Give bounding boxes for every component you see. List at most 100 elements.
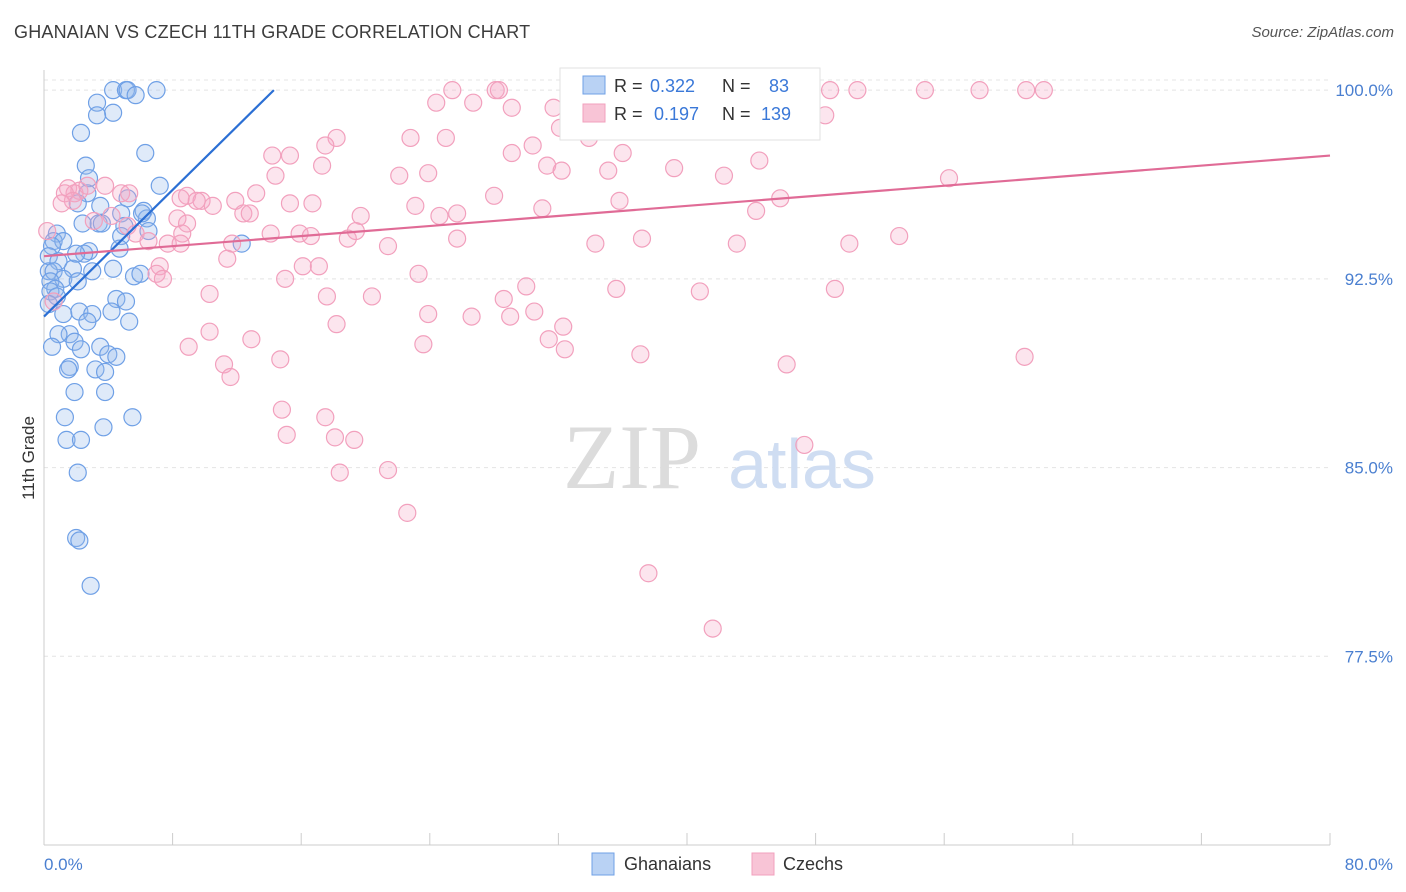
point-ghanaian (70, 531, 89, 550)
point-czech (464, 93, 483, 112)
point-czech (171, 234, 190, 253)
point-czech (489, 81, 509, 100)
point-ghanaian (120, 312, 139, 331)
point-ghanaian (95, 382, 115, 402)
point-czech (552, 161, 571, 180)
series-czechs (38, 81, 1053, 638)
point-ghanaian (126, 86, 145, 105)
point-czech (280, 146, 300, 165)
point-ghanaian (150, 176, 169, 195)
point-czech (414, 335, 433, 354)
point-czech (501, 307, 520, 326)
point-czech (84, 211, 103, 231)
point-czech (171, 189, 190, 208)
point-ghanaian (73, 214, 92, 233)
point-ghanaian (94, 418, 113, 437)
point-czech (613, 143, 632, 163)
bottom-legend-swatch-ghanaians (591, 852, 615, 876)
point-czech (820, 81, 840, 100)
series-ghanaians (39, 81, 251, 595)
point-ghanaian (104, 259, 123, 278)
point-ghanaian (132, 204, 152, 223)
point-czech (187, 191, 206, 210)
point-ghanaian (68, 272, 87, 291)
point-czech (139, 232, 158, 251)
point-czech (290, 224, 309, 243)
point-czech (309, 257, 328, 276)
point-czech (63, 191, 83, 210)
point-ghanaian (131, 264, 150, 283)
point-ghanaian (71, 123, 91, 143)
point-czech (539, 330, 558, 349)
point-czech (303, 194, 322, 213)
point-czech (538, 156, 557, 175)
watermark: ZIP atlas (563, 406, 876, 508)
point-czech (915, 81, 935, 100)
point-ghanaian (44, 262, 63, 281)
point-ghanaian (95, 362, 115, 382)
point-czech (970, 81, 989, 100)
y-tick-labels: 77.5% 85.0% 92.5% 100.0% (1335, 81, 1393, 666)
point-czech (703, 619, 722, 638)
point-czech (554, 317, 573, 336)
point-czech (179, 337, 198, 356)
point-ghanaian (87, 93, 107, 112)
point-czech (610, 191, 629, 210)
trendlines (43, 89, 1331, 318)
watermark-zip: ZIP (563, 406, 701, 508)
point-czech (631, 345, 650, 364)
y-tick-label: 100.0% (1335, 81, 1393, 100)
legend-swatch-ghanaians (582, 75, 606, 95)
point-ghanaian (147, 81, 166, 100)
point-czech (390, 166, 409, 185)
point-czech (750, 151, 769, 170)
point-czech (406, 196, 425, 215)
point-czech (419, 304, 438, 324)
point-czech (1015, 347, 1034, 366)
bottom-legend-czechs: Czechs (783, 854, 843, 874)
point-czech (939, 169, 959, 188)
legend-n-label-2: N = (722, 104, 751, 124)
point-czech (277, 425, 296, 444)
point-czech (409, 264, 428, 283)
point-czech (840, 234, 859, 253)
point-czech (890, 226, 909, 246)
trendline-czechs (43, 154, 1331, 258)
point-czech (517, 277, 536, 296)
point-czech (502, 98, 521, 117)
point-ghanaian (79, 169, 99, 188)
legend-n-value-2: 139 (761, 104, 791, 124)
series-legend: Ghanaians Czechs (591, 852, 843, 876)
point-ghanaian (42, 337, 62, 356)
point-czech (345, 430, 364, 449)
point-czech (777, 355, 796, 374)
point-czech (639, 564, 658, 583)
point-ghanaian (67, 528, 86, 548)
point-czech (200, 284, 219, 304)
point-czech (351, 206, 370, 226)
point-czech (276, 269, 295, 288)
point-czech (120, 184, 139, 203)
point-czech (436, 128, 455, 148)
point-czech (462, 307, 481, 326)
legend-n-label-1: N = (722, 76, 751, 96)
point-czech (218, 249, 237, 268)
point-czech (271, 350, 290, 369)
point-czech (192, 191, 211, 210)
point-czech (555, 340, 574, 359)
point-czech (200, 322, 219, 341)
x-tick-label-max: 80.0% (1345, 855, 1393, 874)
point-czech (316, 408, 335, 427)
trendline-ghanaians (43, 89, 275, 318)
point-ghanaian (57, 430, 76, 449)
point-ghanaian (68, 463, 87, 482)
point-czech (430, 206, 449, 226)
point-czech (327, 315, 346, 334)
bottom-legend-swatch-czechs (751, 852, 775, 876)
legend-r-value-2: 0.197 (654, 104, 699, 124)
point-czech (272, 400, 292, 419)
legend-n-value-1: 83 (769, 76, 789, 96)
point-czech (485, 186, 504, 205)
point-czech (263, 146, 282, 165)
